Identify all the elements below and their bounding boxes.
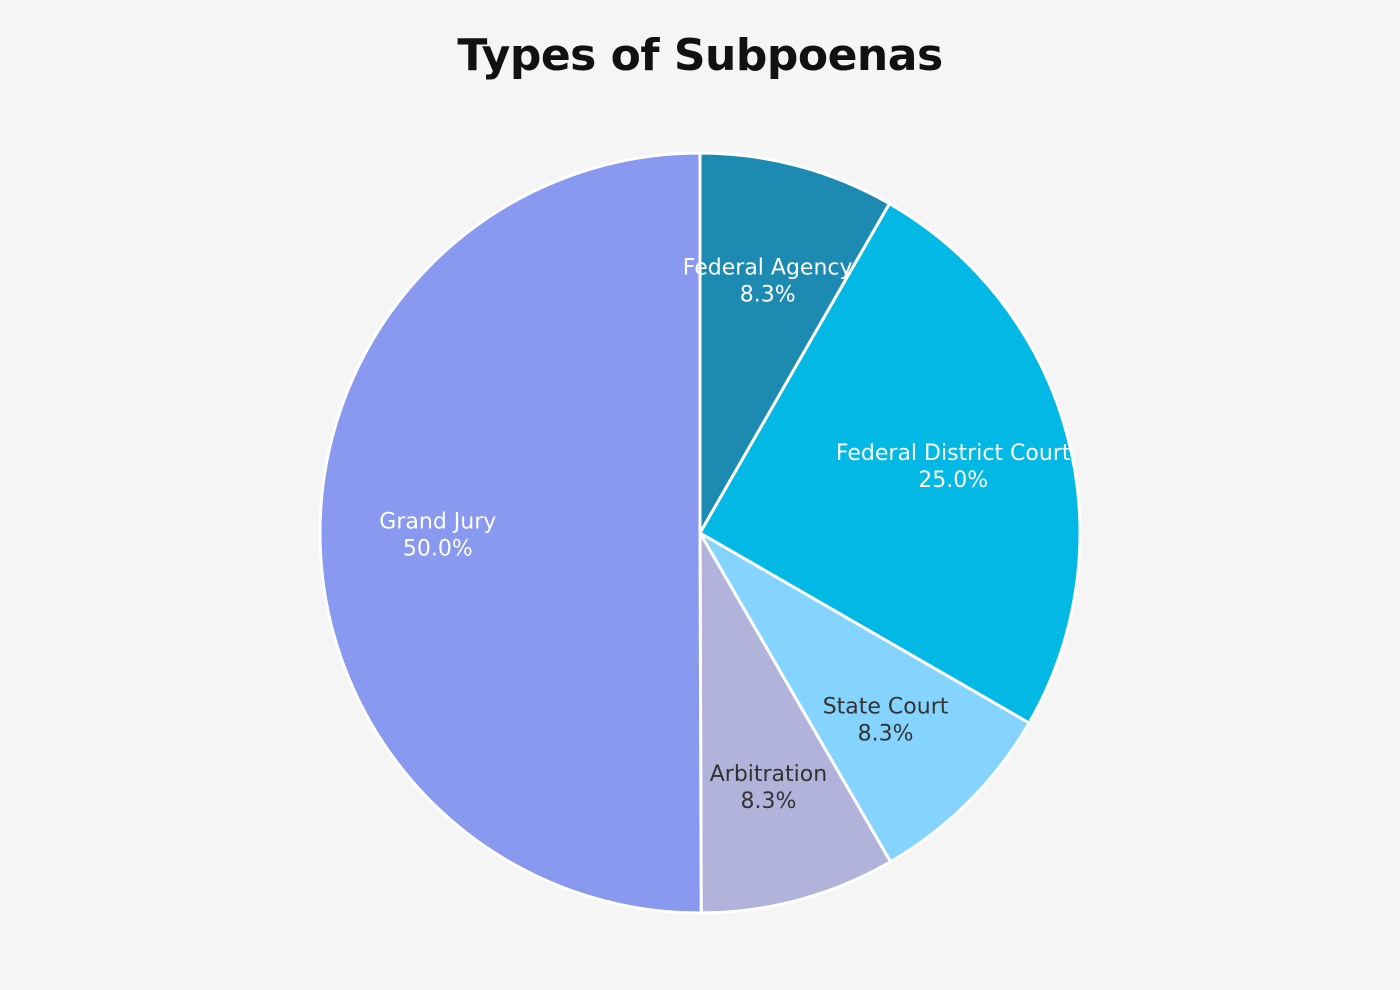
slice-value-label: 8.3% [741,789,797,814]
slice-category-label: Federal District Court [836,441,1071,466]
slice-category-label: Arbitration [710,762,827,787]
pie-slice-state-court [698,531,1031,864]
slice-value-label: 8.3% [858,721,914,746]
pie-slice-grand-jury [318,151,703,915]
slice-value-label: 25.0% [918,468,988,493]
slice-category-label: Federal Agency [683,256,853,281]
pie-slice-federal-agency [698,151,891,535]
pie-slice-arbitration [698,531,893,915]
slice-value-label: 50.0% [403,536,473,561]
slice-category-label: Grand Jury [379,509,496,534]
slice-category-label: State Court [823,694,949,719]
slice-value-label: 8.3% [740,283,796,308]
chart-title: Types of Subpoenas [457,30,943,81]
pie-slice-federal-district-court [698,202,1082,725]
